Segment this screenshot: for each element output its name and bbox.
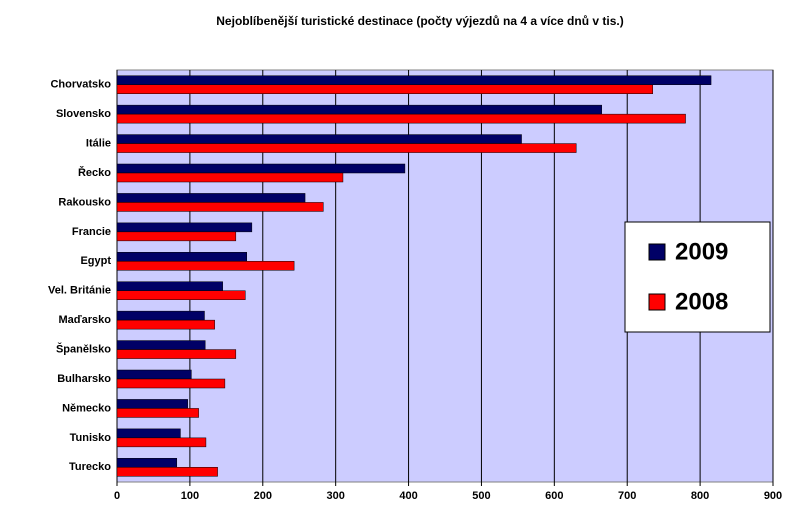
bar (116, 84, 653, 94)
bar (116, 231, 237, 242)
y-tick-label: Španělsko (56, 342, 111, 355)
legend-swatch (648, 243, 666, 261)
bar (116, 113, 686, 124)
x-tick-label: 800 (691, 490, 709, 502)
y-tick-label: Maďarsko (58, 314, 111, 326)
bar (116, 340, 206, 350)
y-tick-label: Rakousko (58, 196, 111, 208)
bar (116, 261, 295, 271)
bar (116, 172, 344, 183)
legend-box (624, 221, 771, 333)
y-tick-label: Chorvatsko (50, 79, 111, 91)
x-tick-label: 200 (254, 490, 272, 502)
bar (116, 202, 324, 212)
y-tick-label: Vel. Británie (48, 285, 111, 297)
y-tick-label: Egypt (80, 255, 111, 267)
bar (116, 408, 199, 418)
y-tick-label: Francie (72, 226, 111, 238)
legend-label: 2008 (675, 288, 728, 315)
y-tick-label: Itálie (86, 137, 111, 149)
y-tick-label: Bulharsko (57, 373, 111, 385)
bar (116, 437, 207, 448)
y-tick-label: Německo (62, 402, 111, 414)
y-tick-label: Řecko (78, 166, 111, 179)
bar (116, 252, 247, 262)
y-tick-label: Turecko (69, 461, 111, 473)
bar (116, 75, 712, 85)
x-tick-label: 700 (618, 490, 636, 502)
bar (116, 281, 223, 291)
bar (116, 369, 192, 380)
bar (116, 290, 246, 300)
x-tick-label: 100 (181, 490, 199, 502)
bar (116, 319, 215, 330)
bar (116, 222, 253, 233)
x-tick-label: 400 (399, 490, 417, 502)
legend-label: 2009 (675, 238, 728, 265)
bar (116, 193, 306, 203)
bar (116, 163, 406, 174)
bar (116, 428, 181, 439)
bar (116, 378, 226, 389)
bar (116, 399, 188, 409)
x-tick-label: 0 (114, 490, 120, 502)
x-tick-label: 900 (764, 490, 782, 502)
bar (116, 310, 205, 321)
chart-title: Nejoblíbenější turistické destinace (poč… (216, 14, 623, 28)
bar (116, 458, 178, 468)
bar (116, 349, 237, 359)
bar (116, 134, 522, 144)
y-tick-label: Tunisko (70, 432, 112, 444)
x-tick-label: 500 (472, 490, 490, 502)
bar (116, 467, 218, 477)
x-tick-label: 300 (326, 490, 344, 502)
x-tick-label: 600 (545, 490, 563, 502)
bar (116, 143, 577, 153)
bar (116, 104, 602, 115)
legend-swatch (648, 293, 666, 311)
y-tick-label: Slovensko (56, 108, 111, 120)
